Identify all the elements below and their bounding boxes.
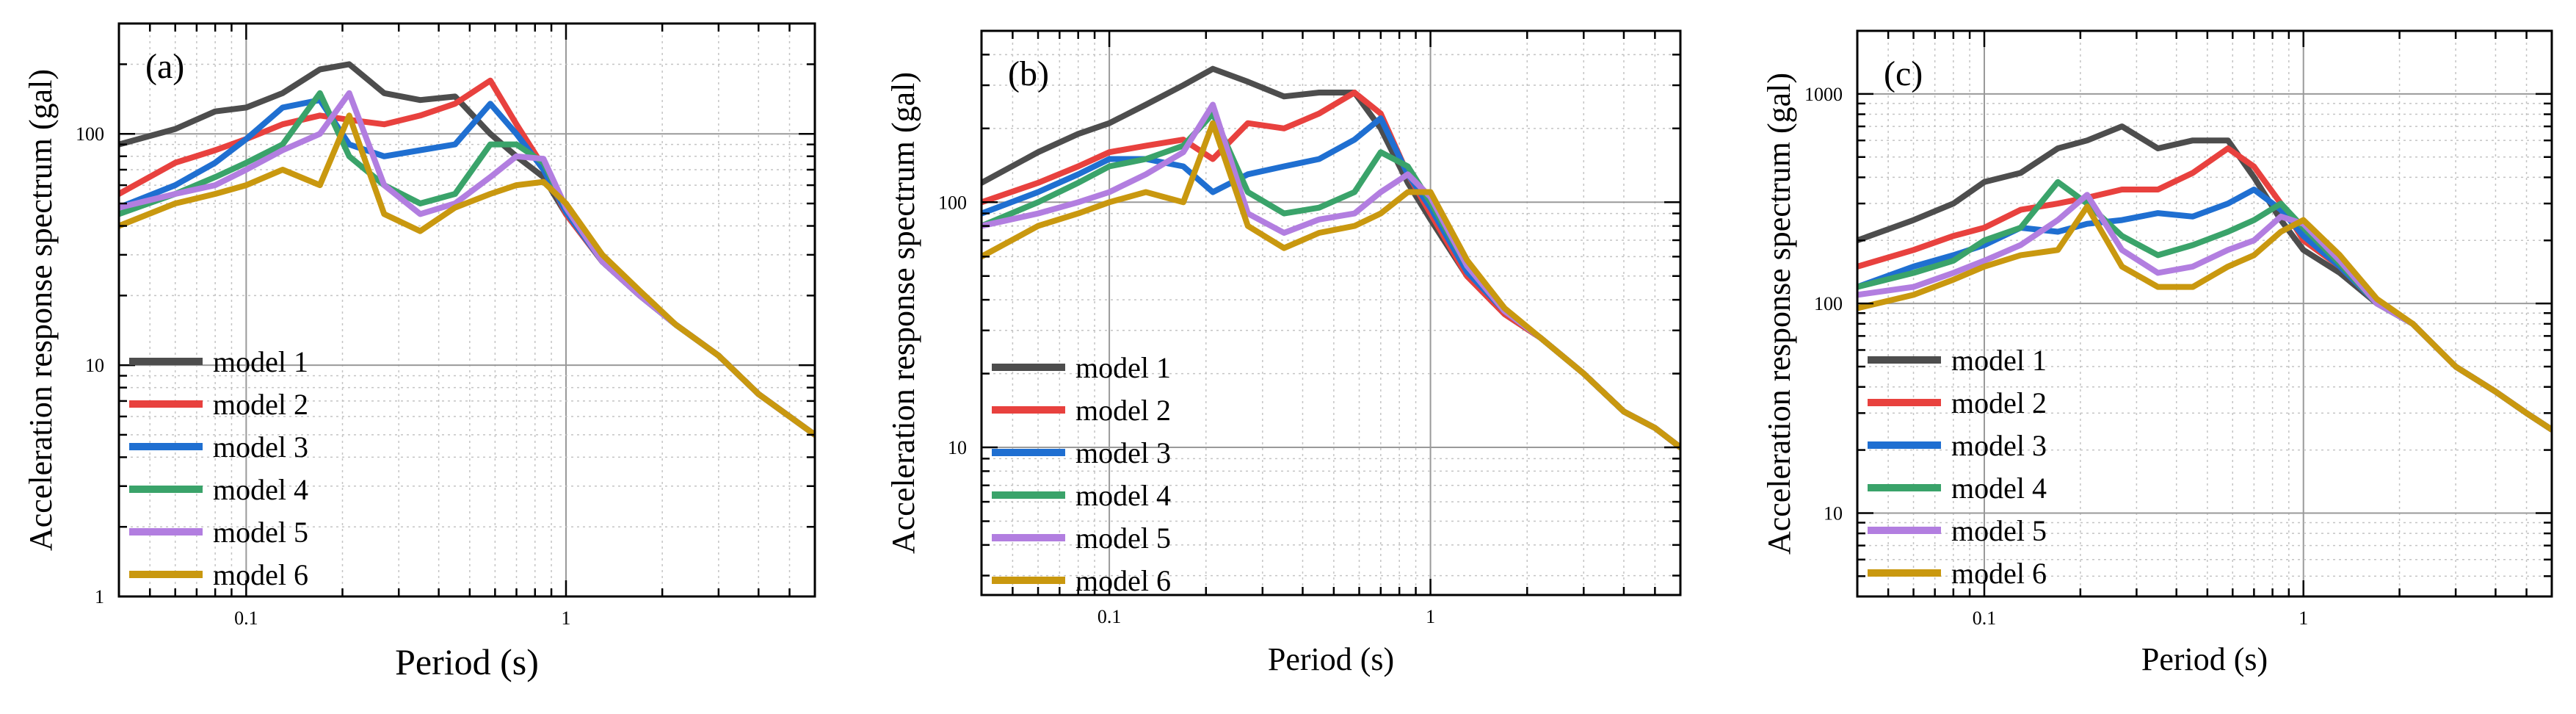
- panel-label: (c): [1884, 54, 1923, 93]
- axis-ticks-panel-1: [119, 24, 815, 596]
- legend-label-model-2: model 2: [213, 388, 308, 421]
- x-tick-label: 0.1: [1097, 606, 1122, 627]
- y-axis-title: Acceleration response spectrum (gal): [885, 72, 921, 554]
- grid-panel-3: [1857, 31, 2552, 596]
- x-axis-title: Period (s): [2141, 641, 2268, 677]
- y-tick-label: 10: [1824, 502, 1843, 524]
- legend-label-model-3: model 3: [1951, 429, 2047, 462]
- legend-label-model-2: model 2: [1075, 394, 1171, 427]
- chart-panel-3: 0.1 1 10 100 1000 Period (s) Acceleration resp…: [1761, 29, 2553, 677]
- legend-label-model-3: model 3: [1075, 436, 1171, 469]
- legend-panel-1: model 1 model 2 model 3 model 4 model 5 model…: [129, 345, 308, 591]
- series-line-model-1: [982, 65, 1680, 451]
- legend-label-model-6: model 6: [1075, 564, 1171, 597]
- y-tick-label: 1000: [1804, 84, 1843, 105]
- y-axis-title: Acceleration response spectrum (gal): [23, 69, 59, 551]
- x-tick-label: 1: [562, 607, 571, 629]
- legend-label-model-5: model 5: [1075, 522, 1171, 555]
- x-axis-title: Period (s): [1268, 641, 1394, 677]
- y-tick-label: 100: [938, 192, 967, 213]
- legend-panel-3: model 1 model 2 model 3 model 4 model 5 model…: [1868, 344, 2047, 590]
- series-lines-panel-1: [119, 61, 815, 438]
- legend-label-model-4: model 4: [1075, 479, 1171, 512]
- y-tick-label: 1: [95, 586, 104, 607]
- y-tick-label: 10: [948, 437, 967, 458]
- series-line-model-1: [119, 61, 815, 438]
- x-tick-label: 0.1: [1973, 607, 1997, 629]
- legend-label-model-3: model 3: [213, 430, 308, 464]
- axis-ticks-panel-2: [982, 31, 1680, 595]
- legend-label-model-1: model 1: [1075, 351, 1171, 384]
- legend-label-model-6: model 6: [1951, 557, 2047, 590]
- y-tick-label: 100: [1814, 293, 1843, 314]
- x-tick-label: 1: [2299, 607, 2308, 629]
- chart-panel-2: 0.1 1 10 100 Period (s) Acceleration response…: [885, 29, 1682, 677]
- series-lines-panel-2: [982, 65, 1680, 451]
- y-tick-label: 100: [76, 123, 104, 145]
- y-axis-title: Acceleration response spectrum (gal): [1761, 73, 1797, 555]
- x-tick-label: 1: [1426, 606, 1435, 627]
- series-lines-panel-3: [1857, 123, 2552, 433]
- axis-ticks-panel-3: [1857, 31, 2552, 596]
- legend-label-model-4: model 4: [213, 473, 308, 506]
- legend-panel-2: model 1 model 2 model 3 model 4 model 5 model…: [992, 351, 1171, 597]
- x-tick-label: 0.1: [234, 607, 258, 629]
- series-line-model-6: [119, 112, 815, 438]
- legend-label-model-6: model 6: [213, 558, 308, 591]
- chart-panel-1: 0.1 1 1 10 100 Period (s) Acceleration respons…: [23, 22, 816, 682]
- y-tick-label: 10: [85, 355, 104, 376]
- plot-frame: [1856, 29, 2553, 598]
- panel-label: (a): [145, 47, 184, 86]
- x-axis-title: Period (s): [395, 641, 539, 682]
- panel-label: (b): [1008, 54, 1049, 93]
- legend-label-model-4: model 4: [1951, 472, 2047, 505]
- legend-label-model-5: model 5: [1951, 514, 2047, 547]
- legend-label-model-2: model 2: [1951, 386, 2047, 419]
- series-line-model-6: [1857, 203, 2552, 433]
- plot-frame: [117, 22, 816, 598]
- legend-label-model-5: model 5: [213, 516, 308, 549]
- plot-frame: [980, 29, 1682, 596]
- legend-label-model-1: model 1: [1951, 344, 2047, 377]
- series-line-model-6: [982, 120, 1680, 451]
- legend-label-model-1: model 1: [213, 345, 308, 378]
